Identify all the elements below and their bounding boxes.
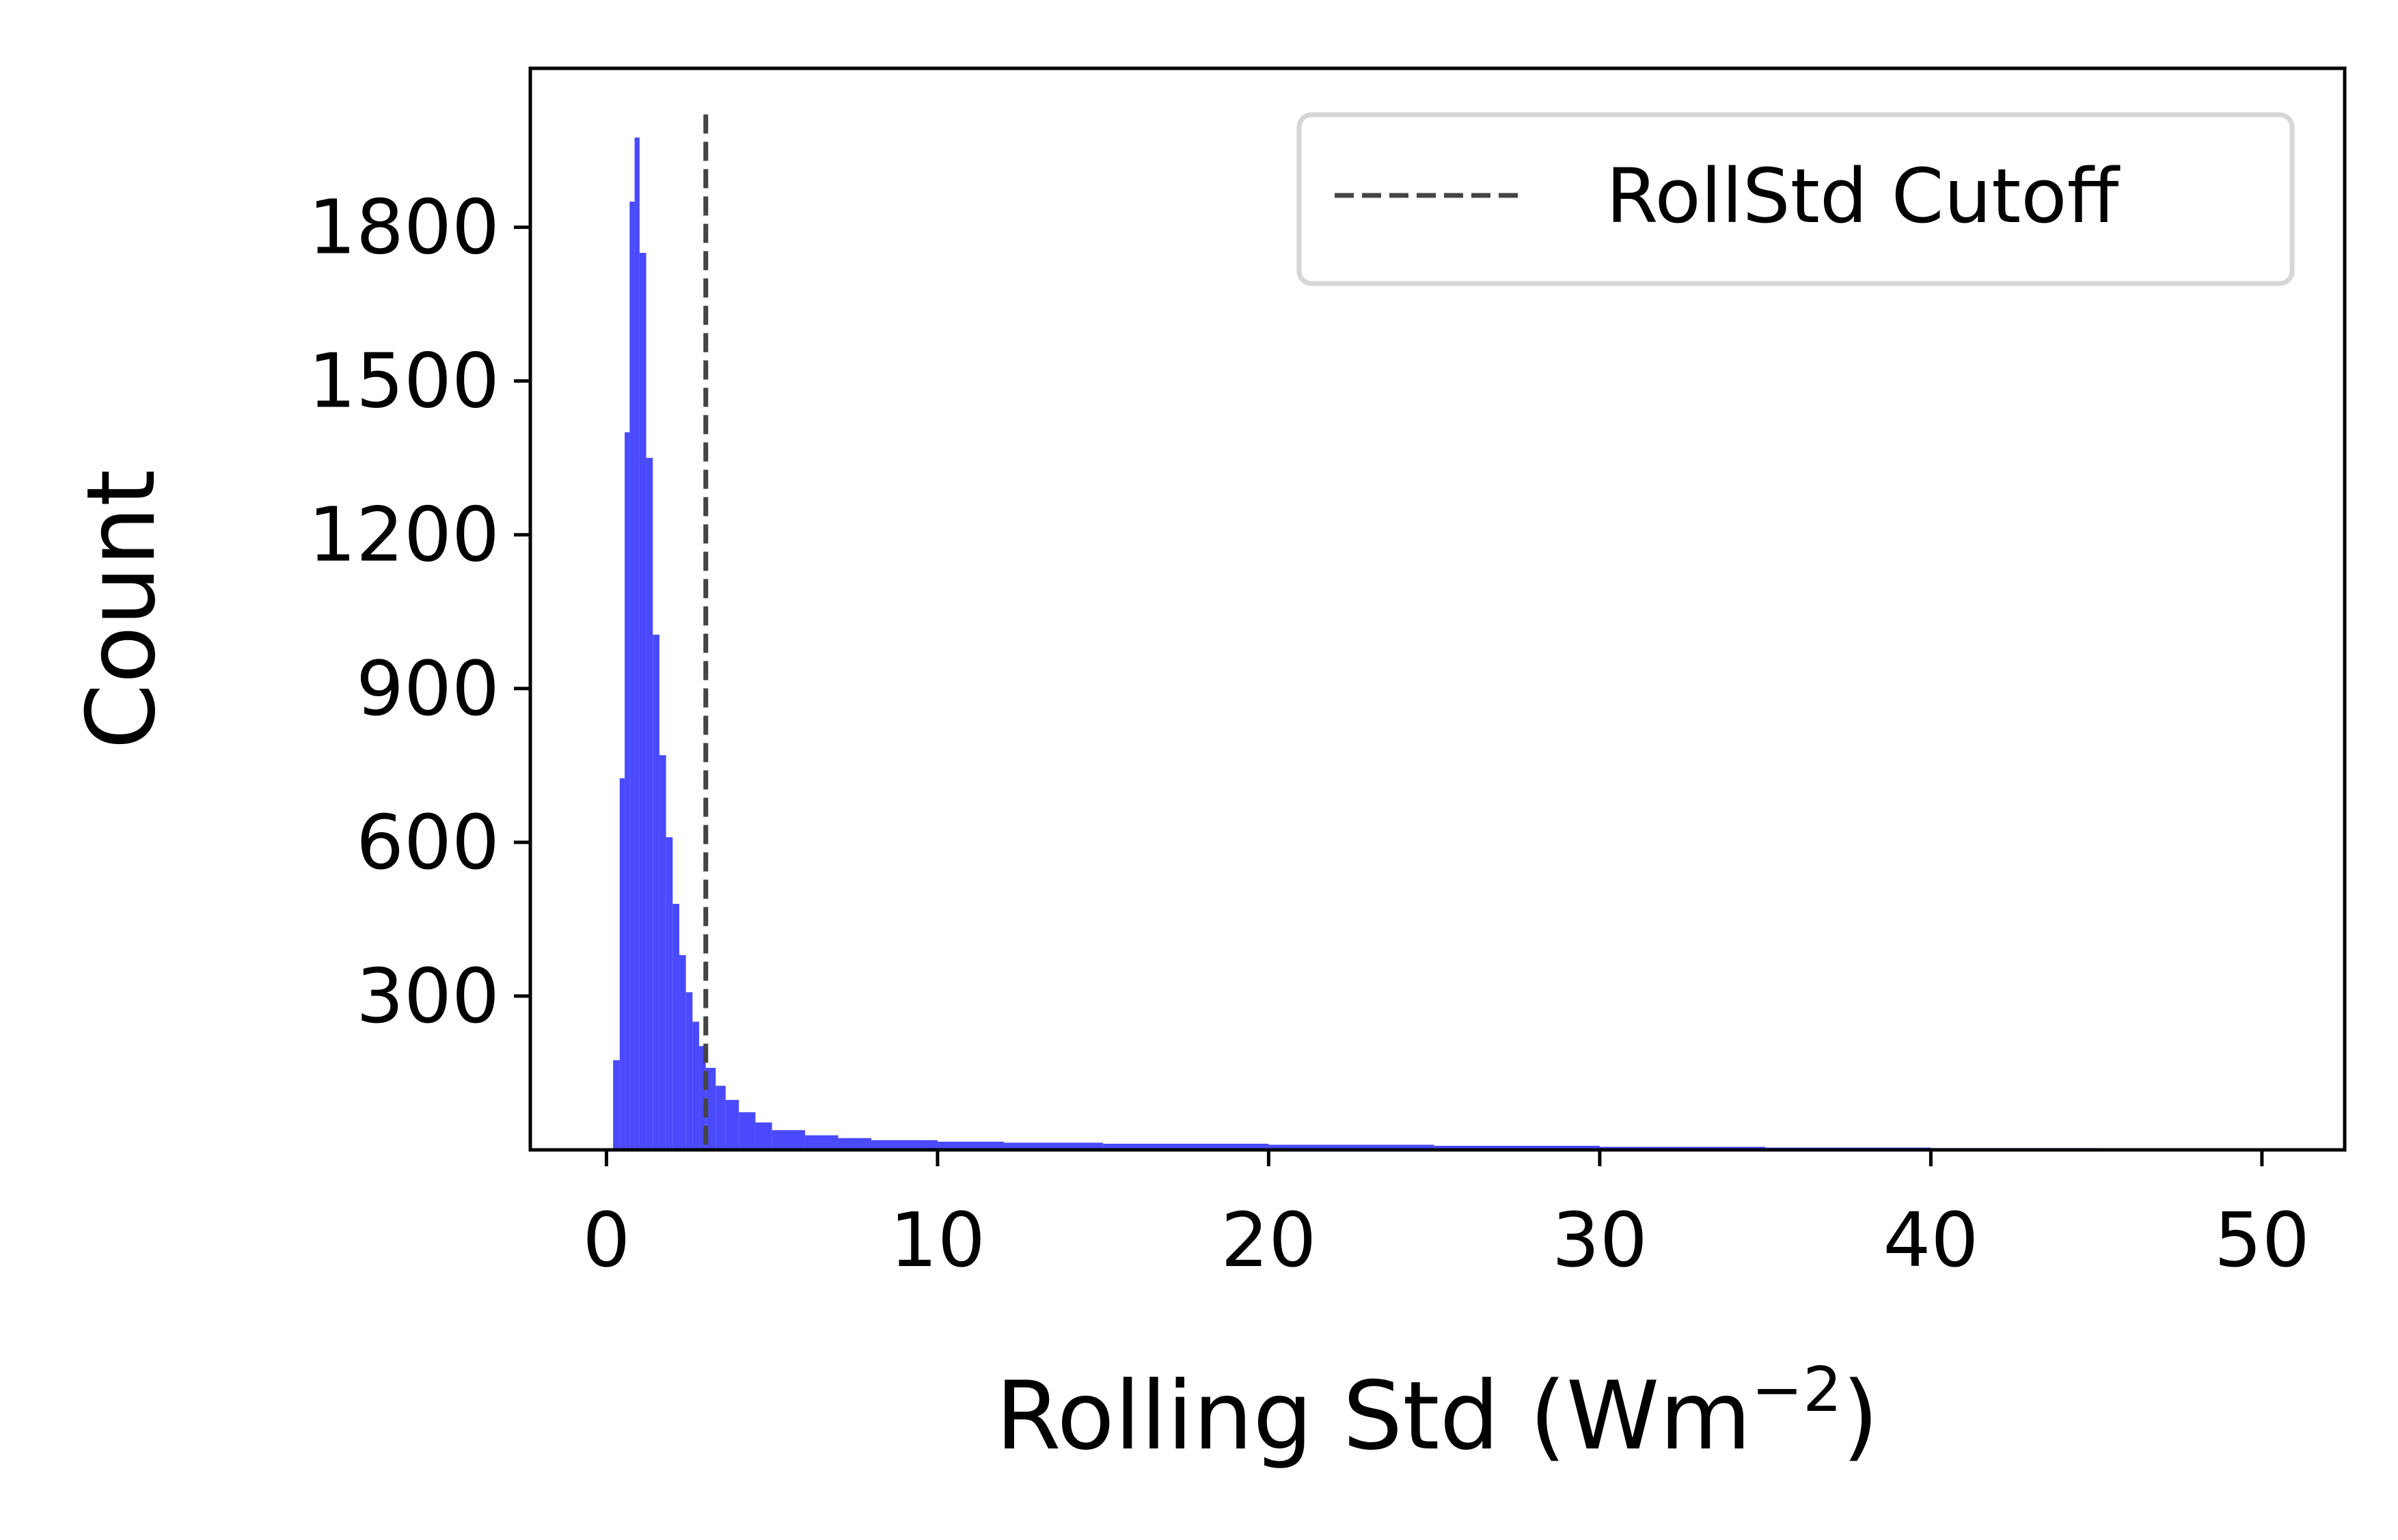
histogram-bar — [692, 1021, 700, 1150]
histogram-bar — [685, 992, 693, 1150]
y-tick-label: 900 — [356, 645, 500, 732]
axes-frame — [528, 66, 2347, 1152]
histogram-bar — [625, 432, 630, 1151]
y-axis-label: Count — [66, 469, 176, 750]
y-tick-label: 1200 — [308, 491, 500, 579]
histogram-bar — [937, 1142, 1004, 1150]
x-tick-label: 50 — [2214, 1196, 2310, 1284]
histogram-bar — [613, 1060, 620, 1150]
y-axis: 300 600 900 1200 1500 1800 — [308, 184, 530, 1040]
histogram-bar — [666, 837, 673, 1150]
legend-label-rollstd-cutoff: RollStd Cutoff — [1606, 152, 2121, 240]
histogram-bar — [772, 1130, 806, 1150]
x-axis: 0 10 20 30 40 50 — [582, 1150, 2310, 1284]
histogram-bar — [739, 1112, 756, 1150]
histogram-bar — [646, 458, 653, 1150]
histogram-bar — [725, 1099, 739, 1150]
histogram-bar — [634, 137, 640, 1150]
histogram-bar — [672, 903, 680, 1150]
legend-box — [1296, 112, 2295, 286]
histogram-bar — [705, 1067, 716, 1150]
histogram-bar — [755, 1122, 772, 1150]
y-tick-label: 300 — [356, 952, 500, 1040]
x-tick-label: 40 — [1883, 1196, 1978, 1284]
histogram-bar — [805, 1135, 839, 1150]
y-tick-label: 1500 — [308, 338, 500, 425]
histogram-bar — [629, 202, 635, 1150]
x-tick-label: 20 — [1221, 1196, 1316, 1284]
y-tick-label: 1800 — [308, 184, 500, 271]
histogram-bar — [679, 954, 686, 1150]
x-axis-label-superscript: −2 — [1752, 1354, 1842, 1426]
x-axis-label: Rolling Std (Wm−2) — [996, 1354, 1879, 1471]
legend: RollStd Cutoff — [1296, 112, 2295, 286]
histogram-bar — [619, 778, 625, 1150]
histogram-bar — [653, 635, 659, 1150]
x-axis-label-main: Rolling Std (Wm — [996, 1361, 1752, 1471]
x-tick-label: 0 — [582, 1196, 630, 1284]
histogram-bar — [871, 1140, 938, 1150]
histogram-bar — [659, 755, 666, 1150]
histogram-bar — [699, 1046, 706, 1150]
y-tick-label: 600 — [356, 799, 500, 886]
histogram-bar — [1103, 1144, 1269, 1150]
histogram-bar — [716, 1086, 726, 1150]
x-tick-label: 30 — [1552, 1196, 1648, 1284]
x-tick-label: 10 — [890, 1196, 985, 1284]
x-axis-label-close: ) — [1842, 1361, 1879, 1471]
histogram-bar — [639, 253, 646, 1151]
histogram-bar — [1434, 1146, 1600, 1150]
histogram-bar — [838, 1138, 872, 1150]
histogram-bar — [1003, 1142, 1104, 1150]
histogram-bar — [1268, 1144, 1434, 1150]
